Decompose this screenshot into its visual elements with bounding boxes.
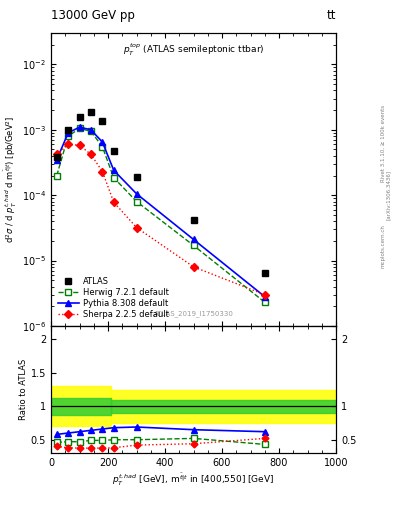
Line: Herwig 7.2.1 default: Herwig 7.2.1 default	[54, 125, 268, 305]
Herwig 7.2.1 default	[66, 133, 71, 139]
ATLAS	[263, 270, 267, 276]
Herwig 7.2.1 default	[134, 199, 139, 205]
Line: Pythia 8.308 default: Pythia 8.308 default	[53, 123, 268, 300]
Pythia 8.308 default	[54, 157, 59, 163]
ATLAS	[77, 114, 82, 120]
Text: tt: tt	[327, 9, 336, 22]
ATLAS	[100, 118, 105, 124]
X-axis label: $p_T^{t,had}$ [GeV], m$^{\bar{t}|t}$ in [400,550] [GeV]: $p_T^{t,had}$ [GeV], m$^{\bar{t}|t}$ in …	[112, 472, 275, 488]
Pythia 8.308 default	[191, 237, 196, 243]
Herwig 7.2.1 default	[89, 128, 94, 134]
ATLAS	[134, 174, 139, 180]
Pythia 8.308 default	[112, 167, 116, 174]
Herwig 7.2.1 default	[100, 144, 105, 150]
ATLAS	[66, 127, 71, 133]
ATLAS	[112, 147, 116, 154]
Sherpa 2.2.5 default	[54, 152, 59, 158]
Pythia 8.308 default	[77, 124, 82, 130]
Pythia 8.308 default	[134, 191, 139, 197]
Sherpa 2.2.5 default	[66, 141, 71, 147]
Pythia 8.308 default	[100, 139, 105, 145]
Herwig 7.2.1 default	[263, 299, 267, 305]
Pythia 8.308 default	[263, 293, 267, 300]
Sherpa 2.2.5 default	[100, 168, 105, 175]
ATLAS	[191, 217, 196, 223]
Herwig 7.2.1 default	[54, 173, 59, 179]
Sherpa 2.2.5 default	[263, 292, 267, 298]
Pythia 8.308 default	[66, 130, 71, 136]
Herwig 7.2.1 default	[191, 242, 196, 248]
Y-axis label: d$^2\sigma$ / d $p_T^{t,had}$ d m$^{\bar{t}|t}$) [pb/GeV$^2$]: d$^2\sigma$ / d $p_T^{t,had}$ d m$^{\bar…	[3, 116, 19, 243]
Text: Rivet 3.1.10, ≥ 100k events: Rivet 3.1.10, ≥ 100k events	[381, 105, 386, 182]
Herwig 7.2.1 default	[77, 125, 82, 132]
Y-axis label: Ratio to ATLAS: Ratio to ATLAS	[19, 359, 28, 420]
Line: Sherpa 2.2.5 default: Sherpa 2.2.5 default	[54, 141, 268, 297]
Sherpa 2.2.5 default	[134, 224, 139, 230]
Text: 13000 GeV pp: 13000 GeV pp	[51, 9, 135, 22]
Line: ATLAS: ATLAS	[53, 109, 268, 276]
Text: mcplots.cern.ch: mcplots.cern.ch	[381, 224, 386, 268]
Text: [arXiv:1306.3436]: [arXiv:1306.3436]	[386, 169, 391, 220]
Sherpa 2.2.5 default	[89, 152, 94, 158]
Pythia 8.308 default	[89, 127, 94, 133]
ATLAS	[89, 109, 94, 115]
Sherpa 2.2.5 default	[77, 142, 82, 148]
ATLAS	[54, 154, 59, 160]
Legend: ATLAS, Herwig 7.2.1 default, Pythia 8.308 default, Sherpa 2.2.5 default: ATLAS, Herwig 7.2.1 default, Pythia 8.30…	[55, 274, 171, 322]
Sherpa 2.2.5 default	[191, 264, 196, 270]
Herwig 7.2.1 default	[112, 175, 116, 181]
Text: ATLAS_2019_I1750330: ATLAS_2019_I1750330	[154, 310, 233, 317]
Sherpa 2.2.5 default	[112, 199, 116, 205]
Text: $p_T^{top}$ (ATLAS semileptonic ttbar): $p_T^{top}$ (ATLAS semileptonic ttbar)	[123, 42, 264, 58]
